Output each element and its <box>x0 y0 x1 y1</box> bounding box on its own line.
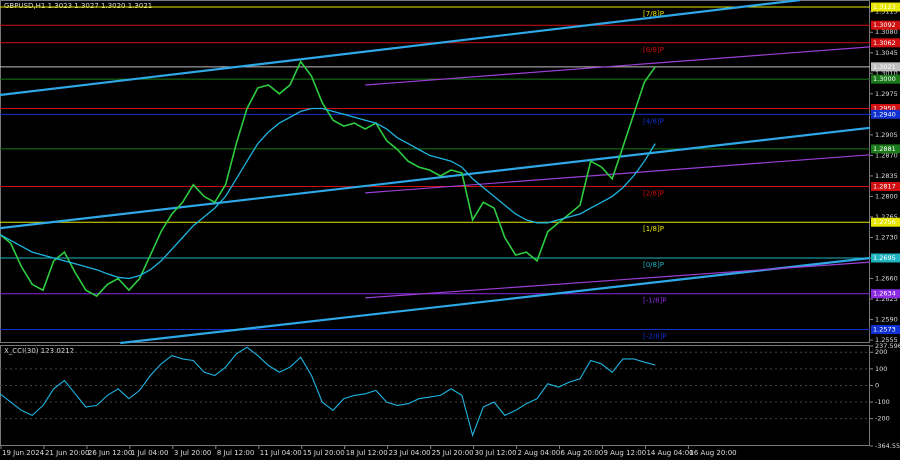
murray-label: [-1/8]P <box>643 297 666 305</box>
level-tag-label: 1.2634 <box>873 290 896 298</box>
level-tag <box>871 217 900 227</box>
level-tag <box>871 2 900 12</box>
murray-label: [4/8]P <box>643 117 664 125</box>
murray-label: [6/8]P <box>643 46 664 54</box>
y-tick-label: -364.550 <box>875 442 900 450</box>
y-tick-label: -200 <box>875 415 890 423</box>
cci-line <box>0 346 656 438</box>
y-tick-label: 0 <box>875 381 879 389</box>
x-tick-label: 25 Jul 20:00 <box>432 449 474 457</box>
level-tag <box>871 253 900 263</box>
y-tick-label: 1.3045 <box>875 49 898 57</box>
x-tick-label: 30 Jul 12:00 <box>475 449 517 457</box>
y-tick-label: 1.2555 <box>875 336 898 344</box>
y-tick-label: 1.3115 <box>875 8 898 16</box>
y-tick-label: -100 <box>875 398 890 406</box>
level-tag-label: 1.2817 <box>873 182 896 190</box>
level-tag <box>871 109 900 119</box>
y-tick-label: 200 <box>875 348 887 356</box>
x-tick-label: 1 Jul 04:00 <box>131 449 169 457</box>
trend-line <box>365 46 871 86</box>
x-tick-label: 15 Jul 20:00 <box>303 449 345 457</box>
trend-line <box>0 126 871 230</box>
y-tick-label: 237.596 <box>875 342 900 350</box>
trend-line <box>0 0 801 97</box>
level-tag-label: 1.3123 <box>873 3 896 11</box>
level-tag-label: 1.3000 <box>873 75 896 83</box>
x-tick-label: 8 Jul 12:00 <box>217 449 255 457</box>
y-tick-label: 1.2660 <box>875 275 898 283</box>
y-tick-label: 1.2835 <box>875 172 898 180</box>
level-tag-label: 1.2940 <box>873 110 896 118</box>
y-tick-label: 1.3010 <box>875 69 898 77</box>
level-tag-label: 1.2881 <box>873 145 896 153</box>
level-tag <box>871 20 900 30</box>
x-tick-label: 19 Jun 2024 <box>2 449 45 457</box>
y-tick-label: 100 <box>875 365 887 373</box>
level-tag <box>871 74 900 84</box>
y-tick-label: 1.2765 <box>875 213 898 221</box>
level-tag <box>871 103 900 113</box>
x-tick-label: 16 Aug 20:00 <box>689 449 736 457</box>
level-tag-label: 1.3092 <box>873 21 896 29</box>
level-tag <box>871 62 900 72</box>
level-tag-label: 1.3021 <box>873 63 896 71</box>
level-tag-label: 1.2950 <box>873 104 896 112</box>
x-tick-label: 2 Aug 04:00 <box>518 449 561 457</box>
chart-title: GBPUSD,H1 1.3023 1.3027 1.3020 1.3021 <box>4 2 152 10</box>
price-line <box>0 60 656 298</box>
level-tag <box>871 325 900 335</box>
x-tick-label: 21 Jun 20:00 <box>45 449 89 457</box>
murray-label: [-2/8]P <box>643 333 666 341</box>
y-tick-label: 1.2590 <box>875 316 898 324</box>
trend-line <box>365 154 871 194</box>
x-tick-label: 26 Jun 12:00 <box>88 449 132 457</box>
y-tick-label: 1.2800 <box>875 192 898 200</box>
y-tick-label: 1.2905 <box>875 131 898 139</box>
trend-line <box>120 256 871 345</box>
cci-frame <box>0 345 870 446</box>
x-tick-label: 18 Jul 12:00 <box>346 449 388 457</box>
level-tag-label: 1.3062 <box>873 39 896 47</box>
y-tick-label: 1.2625 <box>875 295 898 303</box>
murray-label: [1/8]P <box>643 225 664 233</box>
x-tick-label: 11 Jul 04:00 <box>260 449 302 457</box>
x-tick-label: 23 Jul 04:00 <box>389 449 431 457</box>
y-tick-label: 1.2870 <box>875 151 898 159</box>
trend-line <box>365 261 871 299</box>
level-tag <box>871 144 900 154</box>
y-tick-label: 1.3080 <box>875 28 898 36</box>
x-tick-label: 3 Jul 20:00 <box>174 449 212 457</box>
murray-label: [0/8]P <box>643 261 664 269</box>
level-tag-label: 1.2573 <box>873 326 896 334</box>
murray-label: [7/8]P <box>643 10 664 18</box>
level-tag <box>871 289 900 299</box>
x-tick-label: 14 Aug 04:00 <box>646 449 693 457</box>
ma-line <box>0 107 656 280</box>
x-tick-label: 9 Aug 12:00 <box>603 449 646 457</box>
level-tag <box>871 181 900 191</box>
y-tick-label: 1.2975 <box>875 90 898 98</box>
y-tick-label: 1.2730 <box>875 233 898 241</box>
level-tag-label: 1.2695 <box>873 254 896 262</box>
level-tag-label: 1.2756 <box>873 218 896 226</box>
level-tag <box>871 38 900 48</box>
x-tick-label: 6 Aug 20:00 <box>561 449 604 457</box>
murray-label: [2/8]P <box>643 189 664 197</box>
indicator-title: X_CCI(30) 123.0212 <box>4 347 74 355</box>
main-frame <box>0 0 870 343</box>
